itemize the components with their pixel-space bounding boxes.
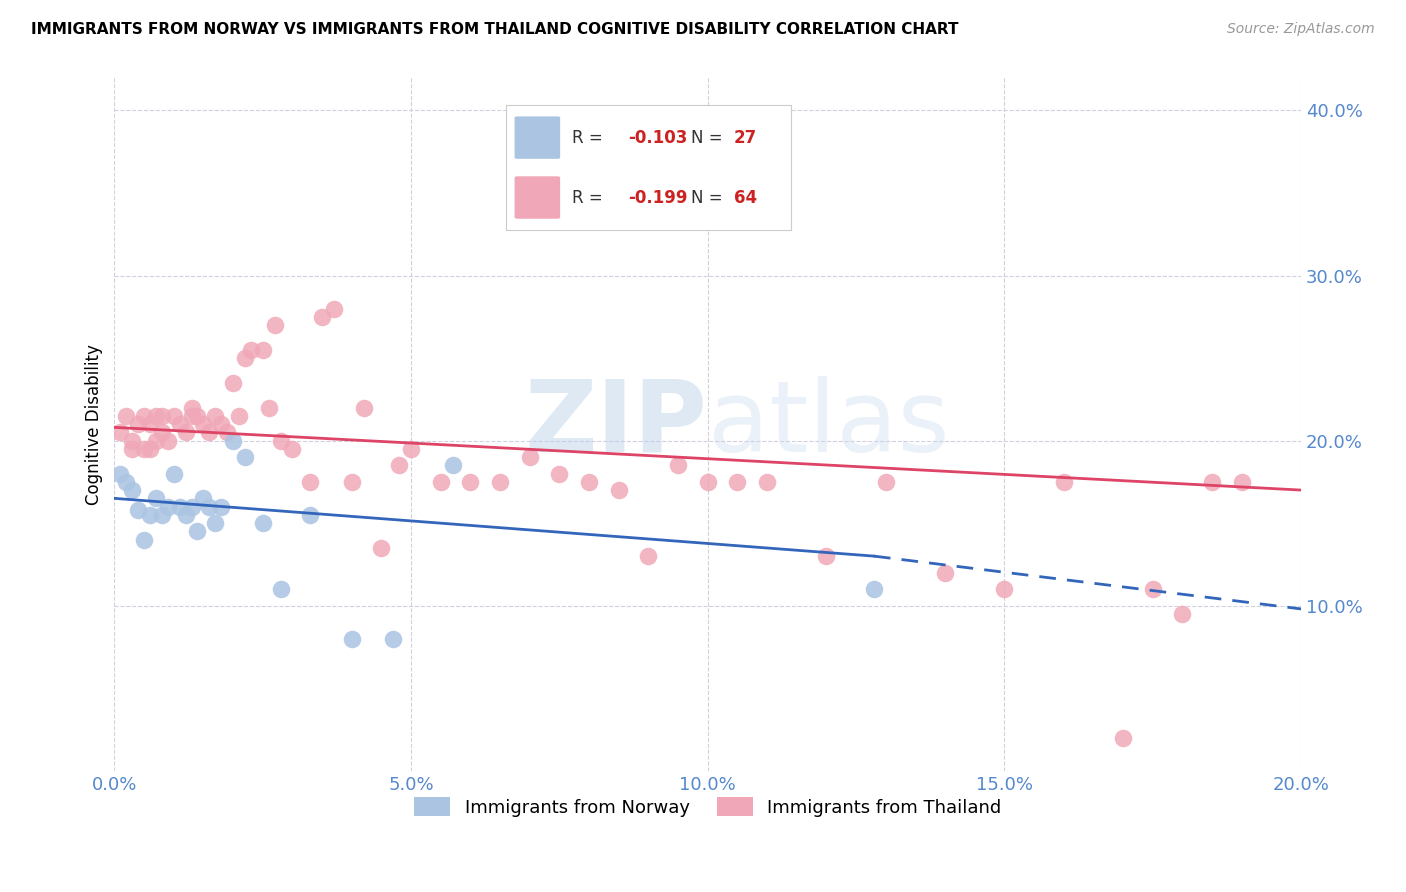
- Point: [252, 343, 274, 357]
- Point: [323, 301, 346, 316]
- Point: [174, 508, 197, 522]
- Point: [222, 434, 245, 448]
- Point: [441, 458, 464, 473]
- Point: [340, 632, 363, 646]
- Legend: Immigrants from Norway, Immigrants from Thailand: Immigrants from Norway, Immigrants from …: [406, 790, 1008, 824]
- Point: [233, 351, 256, 365]
- Point: [169, 417, 191, 431]
- Point: [666, 458, 689, 473]
- Point: [132, 533, 155, 547]
- Point: [1112, 731, 1135, 745]
- Point: [370, 541, 392, 555]
- Point: [132, 409, 155, 423]
- Point: [115, 409, 138, 423]
- Point: [110, 467, 132, 481]
- Point: [139, 508, 162, 522]
- Point: [1142, 582, 1164, 596]
- Point: [209, 417, 232, 431]
- Point: [228, 409, 250, 423]
- Point: [281, 442, 304, 456]
- Point: [1053, 475, 1076, 489]
- Point: [993, 582, 1015, 596]
- Point: [198, 425, 221, 440]
- Point: [696, 475, 718, 489]
- Point: [1171, 607, 1194, 621]
- Point: [169, 500, 191, 514]
- Point: [217, 425, 239, 440]
- Point: [429, 475, 451, 489]
- Point: [863, 582, 886, 596]
- Point: [145, 409, 167, 423]
- Point: [139, 417, 162, 431]
- Point: [1201, 475, 1223, 489]
- Point: [174, 425, 197, 440]
- Point: [299, 508, 322, 522]
- Point: [186, 524, 208, 539]
- Point: [127, 503, 149, 517]
- Point: [127, 417, 149, 431]
- Point: [121, 442, 143, 456]
- Point: [150, 425, 173, 440]
- Point: [270, 434, 292, 448]
- Text: ZIP: ZIP: [524, 376, 707, 473]
- Point: [311, 310, 333, 324]
- Point: [132, 442, 155, 456]
- Point: [163, 409, 186, 423]
- Point: [233, 450, 256, 464]
- Point: [399, 442, 422, 456]
- Point: [578, 475, 600, 489]
- Point: [815, 549, 838, 563]
- Point: [209, 500, 232, 514]
- Point: [156, 434, 179, 448]
- Point: [204, 409, 226, 423]
- Point: [252, 516, 274, 530]
- Point: [239, 343, 262, 357]
- Point: [150, 409, 173, 423]
- Point: [489, 475, 512, 489]
- Point: [756, 475, 779, 489]
- Point: [607, 483, 630, 497]
- Point: [180, 500, 202, 514]
- Point: [388, 458, 411, 473]
- Text: IMMIGRANTS FROM NORWAY VS IMMIGRANTS FROM THAILAND COGNITIVE DISABILITY CORRELAT: IMMIGRANTS FROM NORWAY VS IMMIGRANTS FRO…: [31, 22, 959, 37]
- Point: [204, 516, 226, 530]
- Point: [353, 401, 375, 415]
- Point: [875, 475, 897, 489]
- Point: [1230, 475, 1253, 489]
- Point: [460, 475, 482, 489]
- Point: [115, 475, 138, 489]
- Point: [299, 475, 322, 489]
- Point: [110, 425, 132, 440]
- Point: [382, 632, 405, 646]
- Point: [121, 483, 143, 497]
- Point: [145, 491, 167, 506]
- Point: [121, 434, 143, 448]
- Point: [193, 417, 215, 431]
- Point: [145, 434, 167, 448]
- Y-axis label: Cognitive Disability: Cognitive Disability: [86, 343, 103, 505]
- Point: [257, 401, 280, 415]
- Point: [270, 582, 292, 596]
- Point: [637, 549, 659, 563]
- Point: [163, 467, 186, 481]
- Point: [519, 450, 541, 464]
- Point: [548, 467, 571, 481]
- Point: [340, 475, 363, 489]
- Point: [193, 491, 215, 506]
- Point: [263, 318, 285, 332]
- Point: [139, 442, 162, 456]
- Point: [150, 508, 173, 522]
- Point: [180, 401, 202, 415]
- Point: [934, 566, 956, 580]
- Point: [725, 475, 748, 489]
- Text: Source: ZipAtlas.com: Source: ZipAtlas.com: [1227, 22, 1375, 37]
- Point: [222, 376, 245, 390]
- Text: atlas: atlas: [707, 376, 949, 473]
- Point: [198, 500, 221, 514]
- Point: [186, 409, 208, 423]
- Point: [156, 500, 179, 514]
- Point: [180, 409, 202, 423]
